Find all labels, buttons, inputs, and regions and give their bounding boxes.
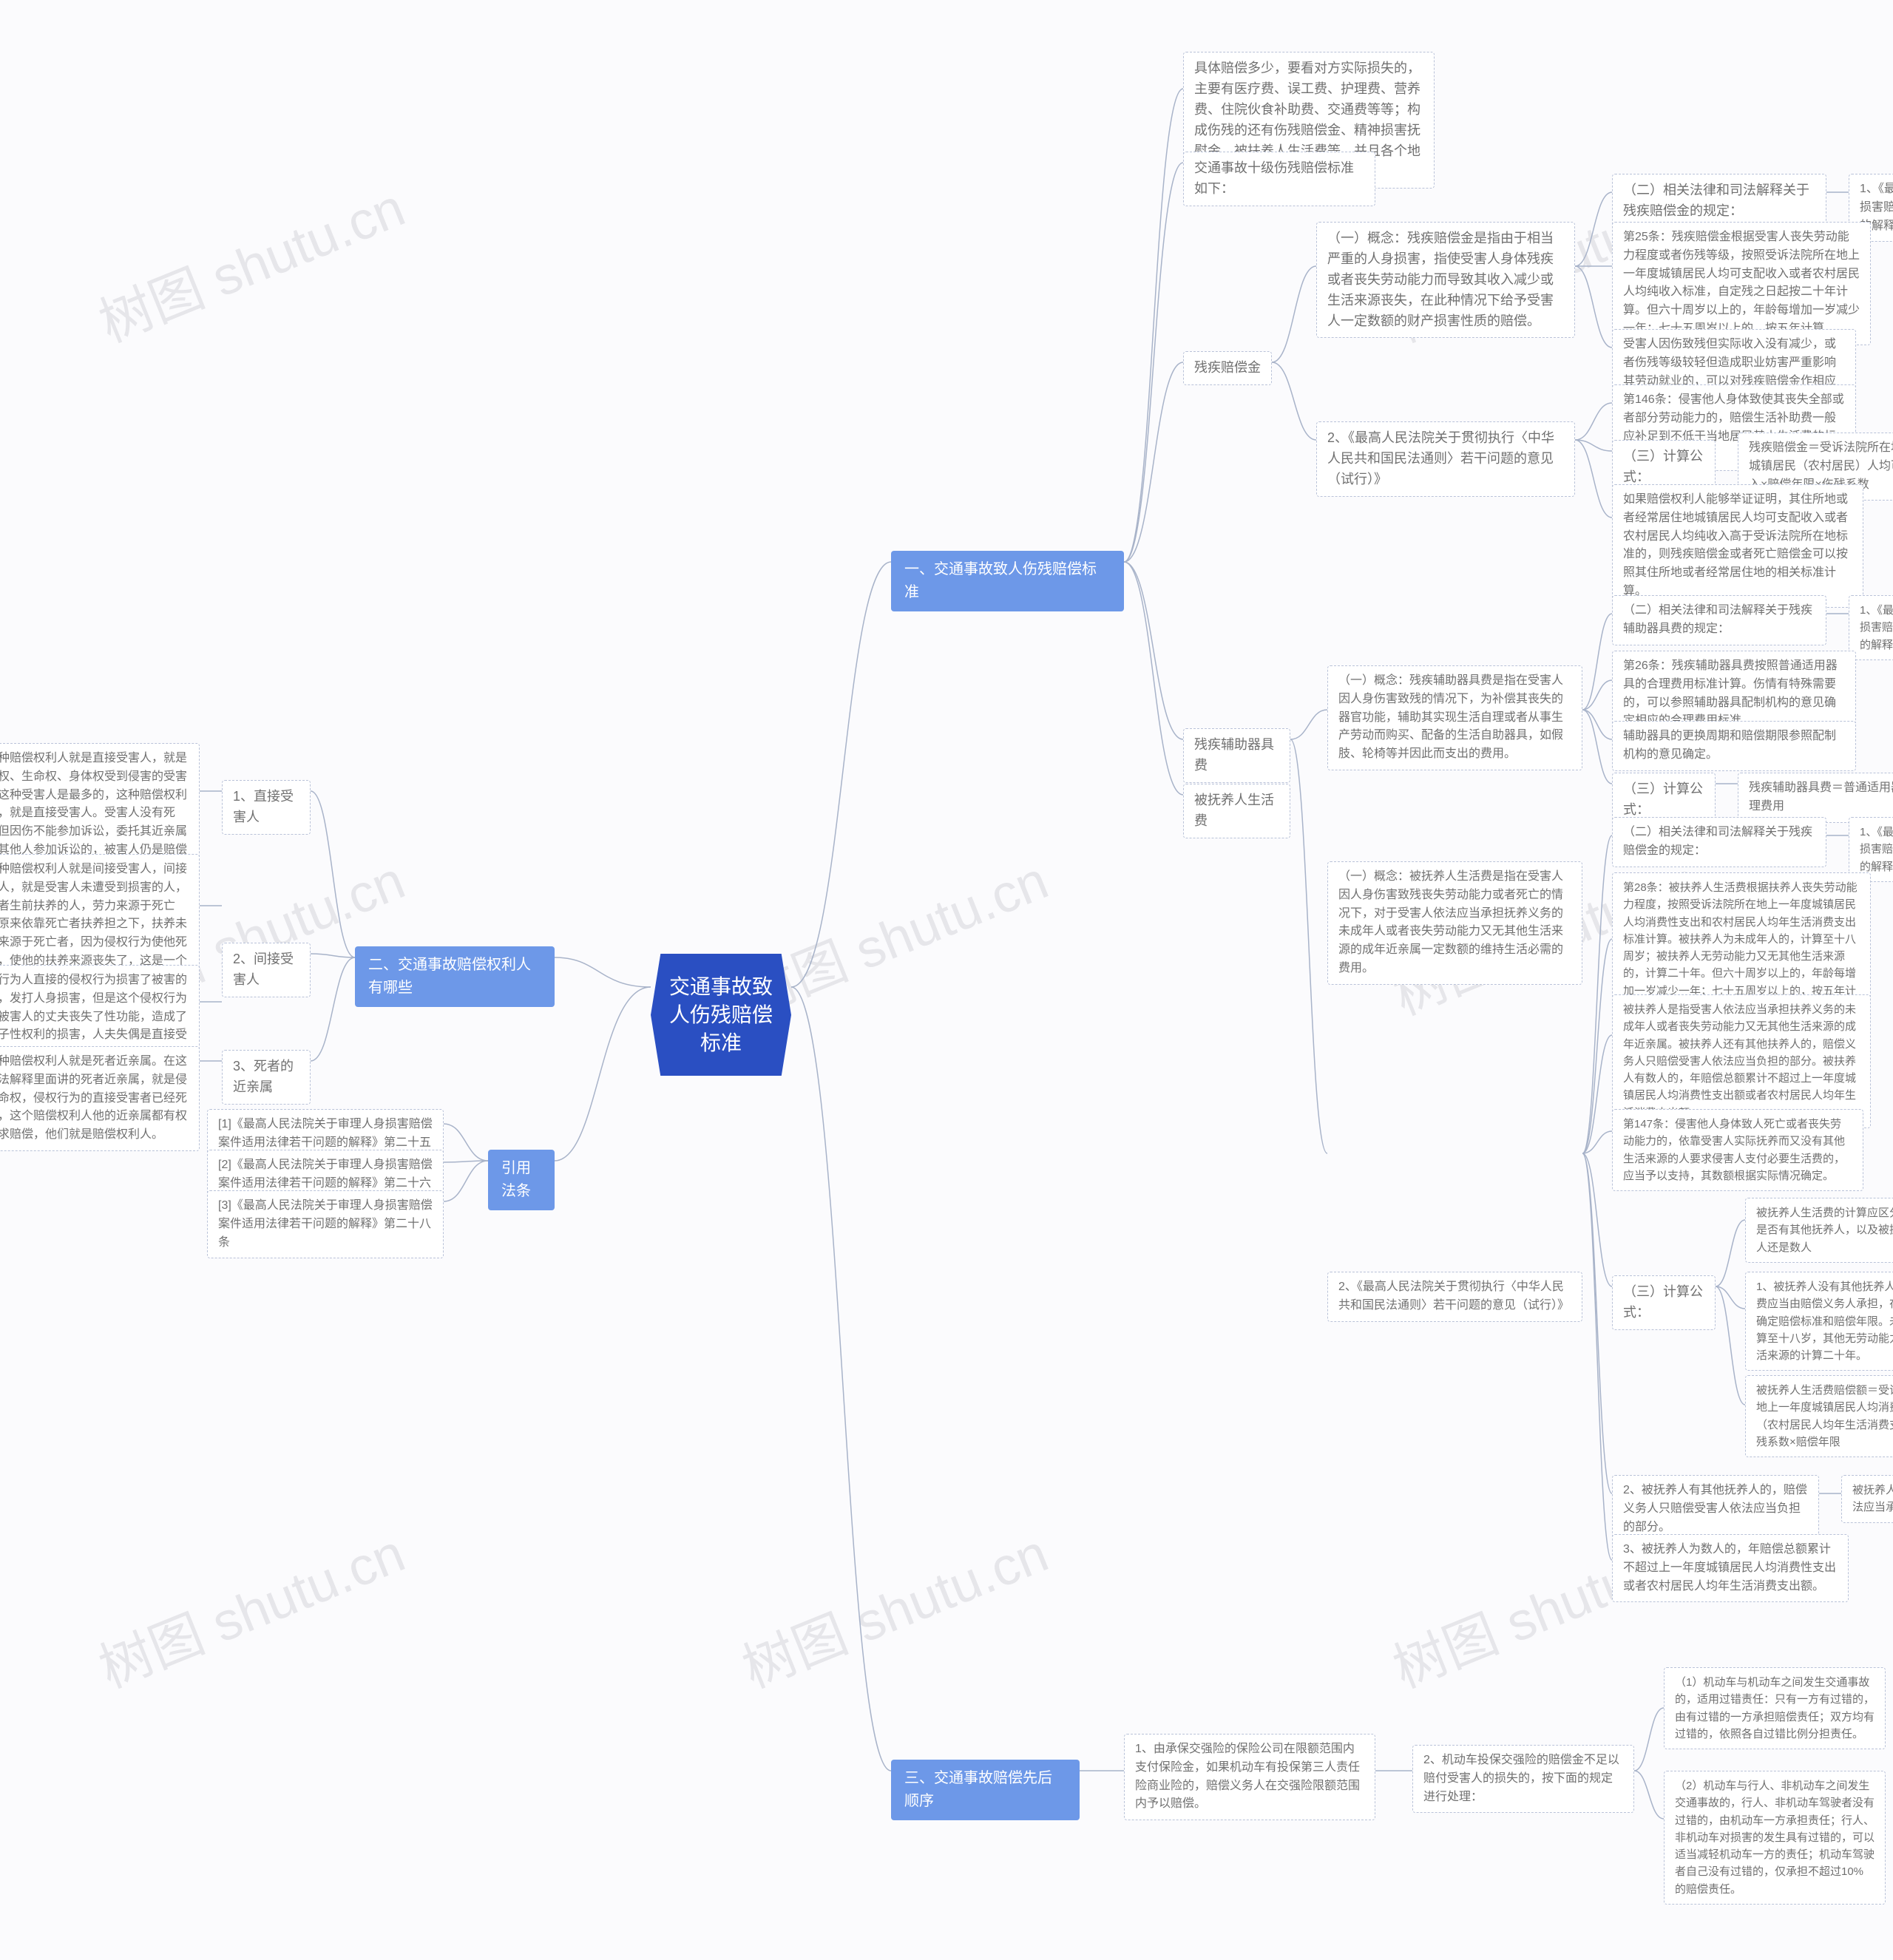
i2: （三）计算公式：: [1612, 1275, 1716, 1330]
d2-f3: 如果赔偿权利人能够举证证明，其住所地或者经常居住地城镇居民人均可支配收入或者农村…: [1612, 484, 1863, 608]
c4-g2-child: 1、《最高人民法院关于审理人身损害赔偿案件适用法律若干问题的解释》: [1849, 595, 1893, 660]
h1a: （二）相关法律和司法解释关于残疾赔偿金的规定：: [1612, 817, 1826, 867]
c3-d1: （一）概念：残疾赔偿金是指由于相当严重的人身损害，指使受害人身体残疾或者丧失劳动…: [1316, 222, 1575, 338]
b1-c4: 残疾辅助器具费: [1183, 728, 1290, 783]
b1-c3: 残疾赔偿金: [1183, 351, 1272, 385]
c4-g1: （一）概念：残疾辅助器具费是指在受害人因人身伤害致残的情况下，为补偿其丧失的器官…: [1327, 665, 1582, 770]
watermark: 树图 shutu.cn: [86, 1510, 414, 1703]
k2-l1: （1）机动车与机动车之间发生交通事故的，适用过错责任：只有一方有过错的，由有过错…: [1664, 1667, 1886, 1749]
i3: 2、被抚养人有其他抚养人的，赔偿义务人只赔偿受害人依法应当负担的部分。: [1612, 1475, 1819, 1543]
root-node: 交通事故致人伤残赔偿标准: [651, 954, 791, 1076]
b2-m3-label: 3、死者的近亲属: [222, 1050, 311, 1105]
branch-1: 一、交通事故致人伤残赔偿标准: [891, 551, 1124, 611]
watermark: 树图 shutu.cn: [86, 164, 414, 357]
i4: 3、被抚养人为数人的，年赔偿总额累计不超过上一年度城镇居民人均消费性支出或者农村…: [1612, 1534, 1849, 1602]
branch-law: 引用法条: [488, 1150, 555, 1210]
c4-g5-child: 残疾辅助器具费＝普通适用器具的合理费用: [1738, 773, 1893, 823]
c4-g4: 辅助器具的更换周期和赔偿期限参照配制机构的意见确定。: [1612, 721, 1856, 771]
i1: 第147条：侵害他人身体致人死亡或者丧失劳动能力的，依靠受害人实际抚养而又没有其…: [1612, 1109, 1863, 1191]
b2-m2-label: 2、间接受害人: [222, 943, 311, 997]
d1-e1: （二）相关法律和司法解释关于残疾赔偿金的规定：: [1612, 174, 1826, 228]
branch-3: 三、交通事故赔偿先后顺序: [891, 1760, 1080, 1820]
law-n3: [3]《最高人民法院关于审理人身损害赔偿案件适用法律若干问题的解释》第二十八条: [207, 1190, 444, 1258]
c3-d2: 2、《最高人民法院关于贯彻执行〈中华人民共和国民法通则〉若干问题的意见（试行）》: [1316, 421, 1575, 497]
b3-k2: 2、机动车投保交强险的赔偿金不足以赔付受害人的损失的，按下面的规定进行处理：: [1412, 1745, 1634, 1813]
h1c: 被扶养人是指受害人依法应当承担扶养义务的未成年人或者丧失劳动能力又无其他生活来源…: [1612, 994, 1871, 1128]
b1-c5: 被抚养人生活费: [1183, 784, 1290, 838]
branch-2: 二、交通事故赔偿权利人有哪些: [355, 946, 555, 1007]
i2-j1: 被抚养人生活费的计算应区分被抚养人是否有其他抚养人，以及被抚养人是一人还是数人: [1745, 1198, 1893, 1263]
h1: （一）概念：被抚养人生活费是指在受害人因人身伤害致残丧失劳动能力或者死亡的情况下…: [1327, 861, 1582, 985]
k2-l2: （2）机动车与行人、非机动车之间发生交通事故的，行人、非机动车驾驶者没有过错的，…: [1664, 1771, 1886, 1905]
watermark: 树图 shutu.cn: [729, 1510, 1057, 1703]
i2-j2: 1、被抚养人没有其他抚养人的，抚养费应当由赔偿义务人承担，在计算时应确定赔偿标准…: [1745, 1272, 1893, 1371]
b1-c2: 交通事故十级伤残赔偿标准如下：: [1183, 152, 1375, 206]
h2: 2、《最高人民法院关于贯彻执行〈中华人民共和国民法通则〉若干问题的意见（试行）》: [1327, 1272, 1582, 1322]
d1-e2: 第25条：残疾赔偿金根据受害人丧失劳动能力程度或者伤残等级，按照受诉法院所在地上…: [1612, 222, 1871, 345]
b2-m1-label: 1、直接受害人: [222, 780, 311, 835]
i2-j3: 被抚养人生活费赔偿额＝受诉法院所在地上一年度城镇居民人均消费性支出（农村居民人均…: [1745, 1375, 1893, 1457]
c4-g2: （二）相关法律和司法解释关于残疾辅助器具费的规定：: [1612, 595, 1826, 645]
i3-child: 被抚养人生活费赔偿额＝受害人依法应当承担的抚养费用: [1841, 1475, 1893, 1523]
b2-m3-text: 第三种赔偿权利人就是死者近亲属。在这个司法解释里面讲的死者近亲属，就是侵害生命权…: [0, 1046, 200, 1151]
b3-k1: 1、由承保交强险的保险公司在限额范围内支付保险金，如果机动车有投保第三人责任险商…: [1124, 1734, 1375, 1820]
